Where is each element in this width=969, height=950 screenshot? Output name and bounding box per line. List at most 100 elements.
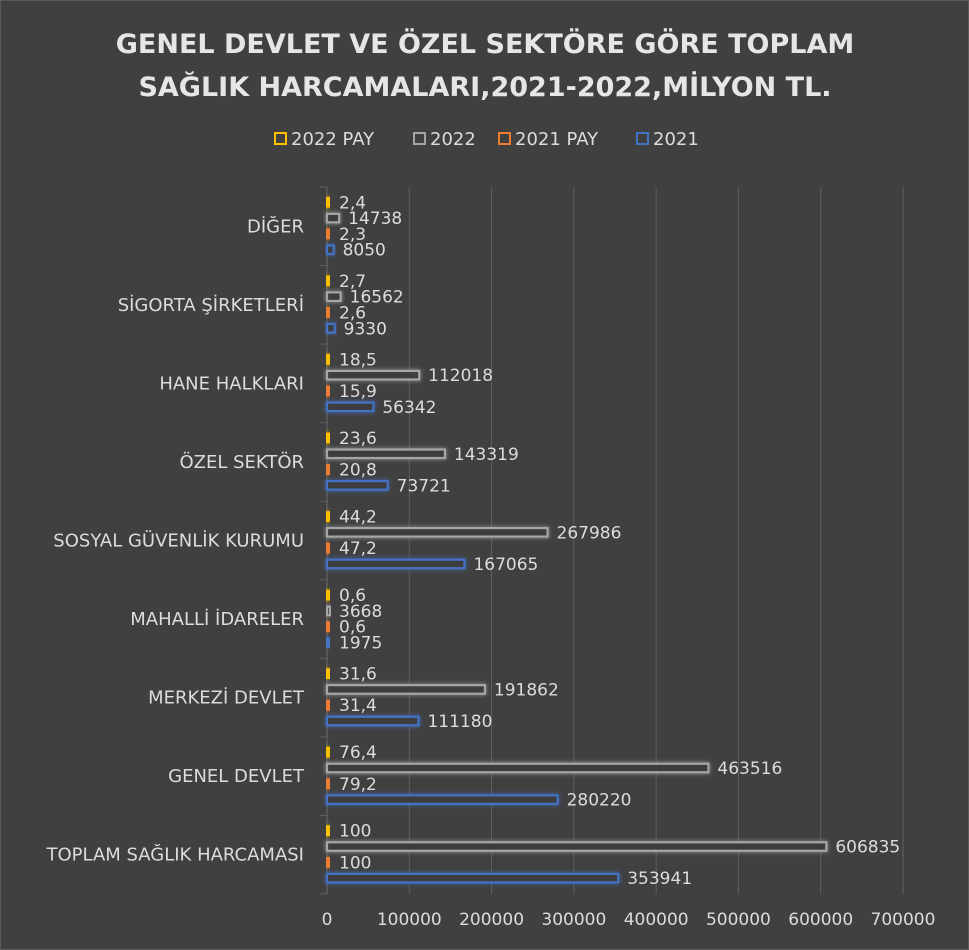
bar bbox=[325, 385, 331, 397]
bar bbox=[325, 637, 331, 648]
bar bbox=[325, 605, 332, 617]
category-label: DİĞER bbox=[247, 215, 304, 237]
bar bbox=[325, 746, 331, 758]
bar bbox=[325, 668, 331, 679]
data-label: 73721 bbox=[397, 476, 451, 496]
x-tick-label: 200000 bbox=[459, 910, 524, 930]
bar bbox=[325, 526, 549, 538]
bar bbox=[325, 448, 447, 460]
data-label: 2,6 bbox=[339, 303, 366, 323]
x-tick-label: 300000 bbox=[541, 910, 606, 930]
data-label: 112018 bbox=[428, 366, 493, 386]
x-tick-label: 0 bbox=[322, 910, 333, 930]
data-label: 44,2 bbox=[339, 508, 377, 528]
data-label: 143319 bbox=[454, 445, 519, 465]
data-label: 267986 bbox=[557, 523, 622, 543]
data-label: 47,2 bbox=[339, 539, 377, 559]
data-label: 2,4 bbox=[339, 193, 366, 213]
bar bbox=[325, 511, 331, 522]
bar bbox=[325, 825, 331, 837]
data-label: 20,8 bbox=[339, 461, 377, 481]
data-label: 167065 bbox=[473, 555, 538, 575]
data-label: 353941 bbox=[627, 869, 692, 889]
legend-swatch bbox=[274, 132, 287, 145]
bar bbox=[325, 762, 710, 774]
data-label: 100 bbox=[339, 822, 371, 842]
data-label: 1975 bbox=[339, 633, 382, 653]
data-label: 2,3 bbox=[339, 225, 366, 245]
bar bbox=[325, 684, 486, 695]
data-label: 0,6 bbox=[339, 586, 366, 606]
bar bbox=[325, 275, 331, 287]
value-axis: 0 100000 200000 300000 400000 500000 600000 700… bbox=[322, 910, 936, 930]
category-label: SİGORTA ŞİRKETLERİ bbox=[118, 295, 304, 316]
category-label: MERKEZİ DEVLET bbox=[148, 688, 305, 709]
data-label: 9330 bbox=[344, 319, 387, 339]
data-label: 100 bbox=[339, 853, 371, 873]
bar bbox=[325, 291, 342, 303]
bar bbox=[325, 354, 331, 365]
bar bbox=[325, 480, 389, 491]
bar bbox=[325, 841, 828, 852]
legend-swatch bbox=[636, 132, 649, 145]
bar bbox=[325, 432, 331, 444]
data-label: 31,6 bbox=[339, 665, 377, 685]
chart-legend: 2022 PAY 2022 2021 PAY 2021 bbox=[274, 129, 699, 150]
bar bbox=[325, 212, 341, 224]
data-label: 76,4 bbox=[339, 743, 377, 763]
data-label: 15,9 bbox=[339, 382, 377, 402]
bar bbox=[325, 715, 420, 727]
data-label: 16562 bbox=[350, 288, 404, 308]
bar bbox=[325, 621, 331, 633]
bar bbox=[325, 778, 331, 790]
bar bbox=[325, 369, 421, 381]
data-label: 463516 bbox=[717, 759, 782, 779]
legend-swatch bbox=[413, 132, 426, 145]
bar bbox=[325, 401, 375, 413]
data-label: 23,6 bbox=[339, 429, 377, 449]
legend-swatch bbox=[498, 132, 511, 145]
category-label: MAHALLİ İDARELER bbox=[130, 609, 304, 630]
bar bbox=[325, 196, 331, 208]
chart-title: GENEL DEVLET VE ÖZEL SEKTÖRE GÖRE TOPLAM… bbox=[116, 27, 854, 103]
category-label: GENEL DEVLET bbox=[168, 766, 305, 787]
bar bbox=[325, 699, 331, 711]
legend-label: 2022 bbox=[430, 129, 476, 150]
bar bbox=[325, 856, 331, 868]
bar bbox=[325, 244, 335, 256]
x-tick-label: 500000 bbox=[706, 910, 771, 930]
legend-label: 2021 PAY bbox=[515, 129, 599, 150]
x-tick-label: 100000 bbox=[377, 910, 442, 930]
data-label: 56342 bbox=[382, 398, 436, 418]
data-label: 8050 bbox=[343, 241, 386, 261]
data-label: 18,5 bbox=[339, 350, 377, 370]
bar bbox=[325, 307, 331, 318]
data-label: 3668 bbox=[339, 602, 382, 622]
bar bbox=[325, 228, 331, 240]
chart-title-line: SAĞLIK HARCAMALARI,2021-2022,MİLYON TL. bbox=[138, 71, 831, 103]
data-label: 280220 bbox=[567, 791, 632, 811]
data-label: 606835 bbox=[835, 838, 900, 858]
data-label: 2,7 bbox=[339, 272, 366, 292]
category-label: ÖZEL SEKTÖR bbox=[180, 451, 305, 473]
bar bbox=[325, 464, 331, 475]
chart-title-line: GENEL DEVLET VE ÖZEL SEKTÖRE GÖRE TOPLAM bbox=[116, 27, 854, 60]
x-tick-label: 700000 bbox=[871, 910, 936, 930]
category-label: SOSYAL GÜVENLİK KURUMU bbox=[53, 530, 304, 552]
data-label: 31,4 bbox=[339, 696, 377, 716]
x-tick-label: 600000 bbox=[788, 910, 853, 930]
legend-label: 2021 bbox=[653, 129, 699, 150]
bar bbox=[325, 542, 331, 554]
legend-label: 2022 PAY bbox=[291, 129, 375, 150]
bar bbox=[325, 794, 559, 805]
x-tick-label: 400000 bbox=[624, 910, 689, 930]
chart-grid bbox=[320, 186, 904, 895]
category-label: HANE HALKLARI bbox=[159, 373, 304, 394]
category-label: TOPLAM SAĞLIK HARCAMASI bbox=[45, 844, 304, 866]
data-label: 111180 bbox=[427, 712, 492, 732]
bar bbox=[325, 872, 620, 884]
data-label: 191862 bbox=[494, 680, 559, 700]
